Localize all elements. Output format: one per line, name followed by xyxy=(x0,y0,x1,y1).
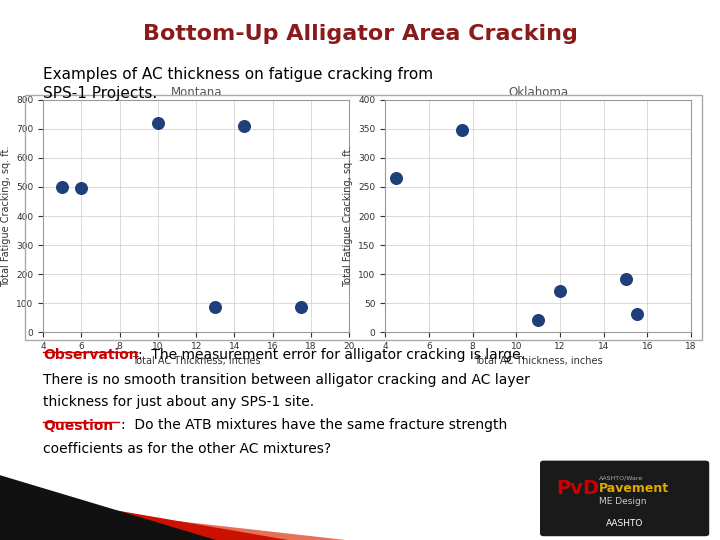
Text: Pv: Pv xyxy=(556,479,582,498)
Point xyxy=(296,302,307,311)
Text: coefficients as for the other AC mixtures?: coefficients as for the other AC mixture… xyxy=(43,442,331,456)
Title: Montana: Montana xyxy=(171,86,222,99)
Text: D: D xyxy=(582,479,598,498)
Point xyxy=(76,184,87,193)
Text: Bottom-Up Alligator Area Cracking: Bottom-Up Alligator Area Cracking xyxy=(143,24,577,44)
Point xyxy=(456,126,467,134)
Point xyxy=(238,122,250,130)
Y-axis label: Total Fatigue Cracking, sq. ft.: Total Fatigue Cracking, sq. ft. xyxy=(1,145,11,287)
Polygon shape xyxy=(0,475,216,540)
Point xyxy=(210,302,221,311)
Text: :  Do the ATB mixtures have the same fracture strength: : Do the ATB mixtures have the same frac… xyxy=(121,418,507,433)
Polygon shape xyxy=(0,501,346,540)
Point xyxy=(57,183,68,191)
Point xyxy=(631,309,642,318)
Text: AASHTO/Ware: AASHTO/Ware xyxy=(599,475,643,481)
Text: SPS-1 Projects.: SPS-1 Projects. xyxy=(43,86,158,102)
Text: ME Design: ME Design xyxy=(599,497,647,505)
Text: AASHTO: AASHTO xyxy=(606,519,644,528)
Point xyxy=(533,316,544,325)
FancyBboxPatch shape xyxy=(540,461,709,536)
Text: thickness for just about any SPS-1 site.: thickness for just about any SPS-1 site. xyxy=(43,395,315,409)
Text: Pavement: Pavement xyxy=(599,482,669,495)
Point xyxy=(620,274,631,283)
Polygon shape xyxy=(0,490,288,540)
Point xyxy=(554,287,566,296)
Text: Observation: Observation xyxy=(43,348,139,362)
Text: :  The measurement error for alligator cracking is large.: : The measurement error for alligator cr… xyxy=(138,348,526,362)
Point xyxy=(390,174,402,183)
X-axis label: Total AC Thickness, inches: Total AC Thickness, inches xyxy=(132,356,261,366)
Point xyxy=(152,119,163,127)
Text: Examples of AC thickness on fatigue cracking from: Examples of AC thickness on fatigue crac… xyxy=(43,68,433,83)
Title: Oklahoma: Oklahoma xyxy=(508,86,568,99)
Y-axis label: Total Fatigue Cracking, sq. ft.: Total Fatigue Cracking, sq. ft. xyxy=(343,145,353,287)
Text: Question: Question xyxy=(43,418,114,433)
Text: There is no smooth transition between alligator cracking and AC layer: There is no smooth transition between al… xyxy=(43,373,530,387)
X-axis label: Total AC Thickness, inches: Total AC Thickness, inches xyxy=(474,356,603,366)
